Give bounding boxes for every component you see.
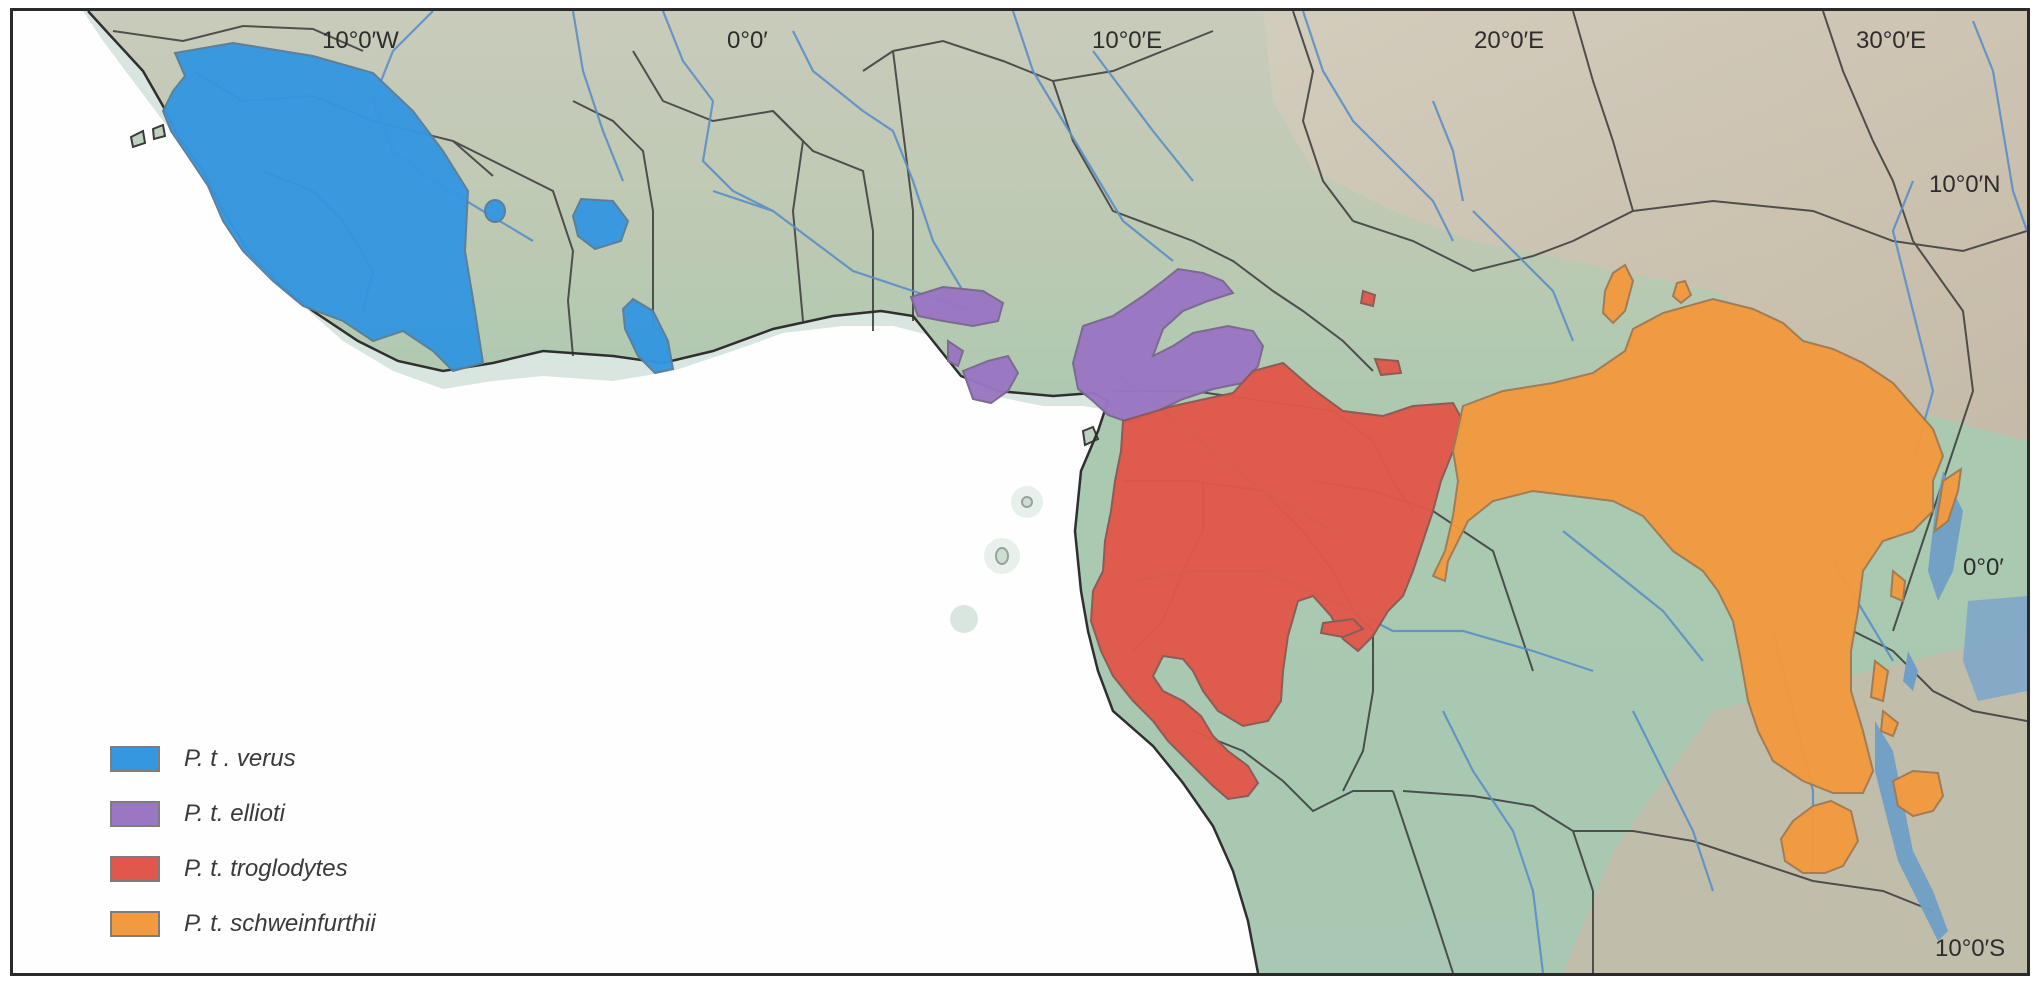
map-frame: 10°0′W 0°0′ 10°0′E 20°0′E 30°0′E 10°0′N … — [10, 8, 2030, 976]
range-ellioti — [909, 267, 1265, 425]
longitude-label-10e: 10°0′E — [1092, 27, 1163, 54]
legend-item-verus: P. t . verus — [110, 731, 376, 786]
legend-label-troglodytes: P. t. troglodytes — [184, 854, 348, 882]
legend-item-schweinfurthii: P. t. schweinfurthii — [110, 896, 376, 951]
legend-swatch-troglodytes — [110, 855, 160, 882]
map-canvas — [13, 11, 2027, 973]
lake-tanganyika — [1875, 721, 1948, 941]
legend-swatch-schweinfurthii — [110, 910, 160, 937]
lake-victoria — [1963, 596, 2027, 701]
legend-label-verus: P. t . verus — [184, 744, 296, 772]
longitude-label-10w: 10°0′W — [322, 27, 399, 54]
legend-label-schweinfurthii: P. t. schweinfurthii — [184, 909, 376, 937]
range-verus — [161, 41, 675, 375]
legend-swatch-verus — [110, 745, 160, 772]
legend-item-troglodytes: P. t. troglodytes — [110, 841, 376, 896]
legend-item-ellioti: P. t. ellioti — [110, 786, 376, 841]
longitude-label-20e: 20°0′E — [1474, 27, 1545, 54]
longitude-label-30e: 30°0′E — [1856, 27, 1927, 54]
southern-terrain-tint — [1563, 631, 2027, 973]
highland-tint — [1263, 11, 2027, 441]
latitude-label-0: 0°0′ — [1963, 554, 2004, 581]
legend-label-ellioti: P. t. ellioti — [184, 799, 285, 827]
longitude-label-0: 0°0′ — [727, 27, 768, 54]
legend-swatch-ellioti — [110, 800, 160, 827]
latitude-label-10n: 10°0′N — [1929, 171, 2001, 198]
legend: P. t . verus P. t. ellioti P. t. troglod… — [110, 731, 376, 951]
lake-kivu — [1903, 651, 1918, 691]
range-schweinfurthii — [1431, 263, 1963, 874]
island-halos — [950, 486, 1043, 633]
latitude-label-10s: 10°0′S — [1935, 935, 2006, 962]
